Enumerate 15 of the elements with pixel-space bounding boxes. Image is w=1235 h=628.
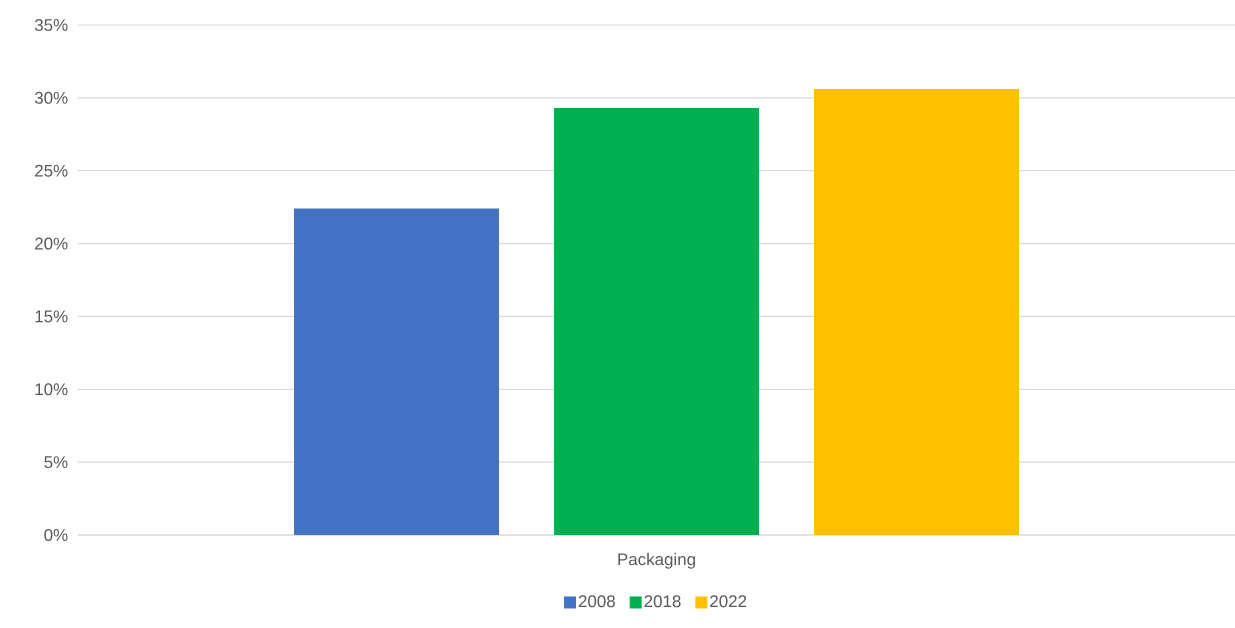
bar [814,89,1020,535]
y-tick-label: 20% [35,237,68,250]
bar [554,108,760,535]
y-tick-label: 15% [35,310,68,323]
legend-label: 2008 [578,595,615,608]
y-tick-label: 10% [35,383,68,396]
y-tick-label: 0% [44,529,68,541]
legend-label: 2022 [710,595,747,608]
y-tick-label: 35% [34,19,68,31]
legend-label: 2018 [644,595,681,608]
y-tick-label: 30% [34,91,68,104]
bar [294,208,500,535]
x-tick-label: Packaging [618,552,695,569]
y-tick-label: 5% [44,456,68,469]
y-tick-label: 25% [35,164,68,177]
